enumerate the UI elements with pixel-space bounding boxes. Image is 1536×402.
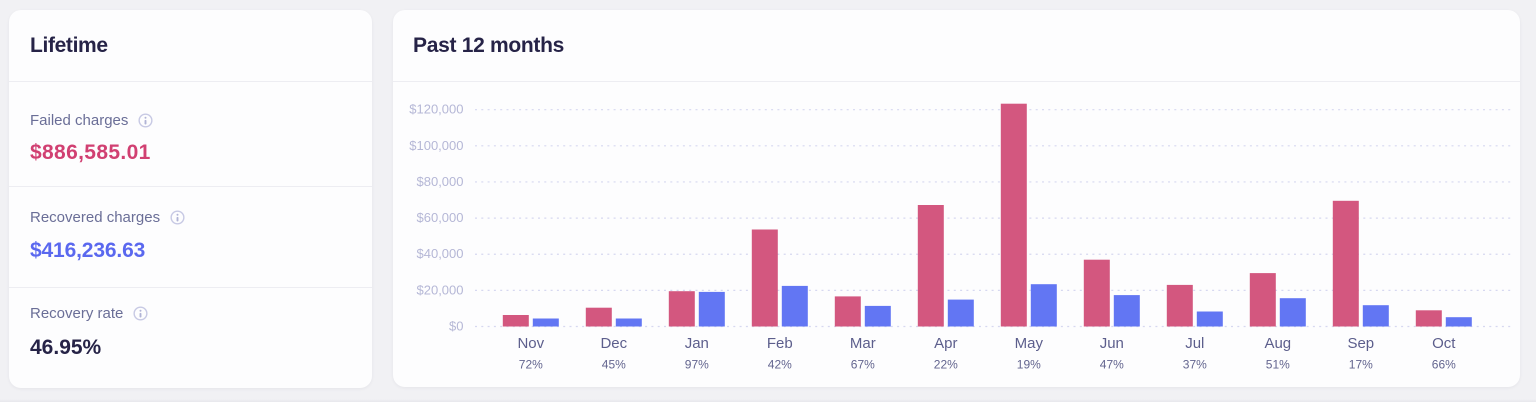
- svg-text:Dec: Dec: [600, 335, 627, 352]
- svg-text:Mar: Mar: [850, 335, 876, 352]
- svg-text:Aug: Aug: [1264, 335, 1291, 352]
- svg-text:$40,000: $40,000: [417, 246, 464, 261]
- svg-text:37%: 37%: [1183, 358, 1207, 372]
- svg-text:$100,000: $100,000: [409, 138, 463, 153]
- svg-text:97%: 97%: [685, 358, 709, 372]
- svg-text:Feb: Feb: [767, 335, 793, 352]
- svg-text:17%: 17%: [1349, 358, 1373, 372]
- svg-text:67%: 67%: [851, 358, 875, 372]
- svg-text:$0: $0: [449, 318, 463, 333]
- svg-text:47%: 47%: [1100, 358, 1124, 372]
- svg-text:$120,000: $120,000: [409, 102, 463, 117]
- svg-text:$60,000: $60,000: [417, 210, 464, 225]
- svg-text:51%: 51%: [1266, 358, 1290, 372]
- svg-text:19%: 19%: [1017, 358, 1041, 372]
- svg-text:72%: 72%: [519, 358, 543, 372]
- svg-text:Jul: Jul: [1185, 335, 1204, 352]
- svg-text:45%: 45%: [602, 358, 626, 372]
- svg-text:May: May: [1015, 335, 1044, 352]
- svg-text:Apr: Apr: [934, 335, 957, 352]
- svg-text:Jan: Jan: [685, 335, 709, 352]
- svg-text:$20,000: $20,000: [417, 282, 464, 297]
- svg-text:$80,000: $80,000: [417, 174, 464, 189]
- svg-text:22%: 22%: [934, 358, 958, 372]
- svg-text:Jun: Jun: [1100, 335, 1124, 352]
- svg-text:42%: 42%: [768, 358, 792, 372]
- svg-text:Nov: Nov: [517, 335, 544, 352]
- svg-text:66%: 66%: [1432, 358, 1456, 372]
- svg-text:Sep: Sep: [1347, 335, 1374, 352]
- svg-text:Oct: Oct: [1432, 335, 1456, 352]
